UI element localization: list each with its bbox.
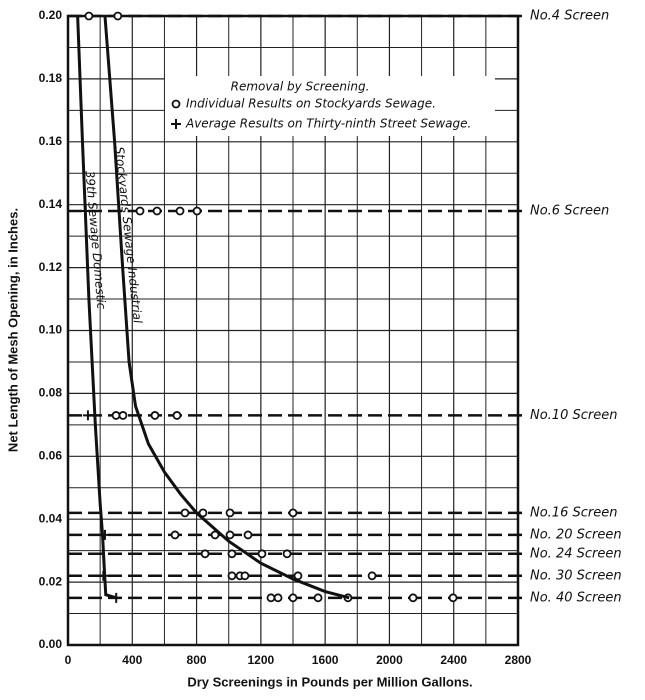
y-tick-label: 0.12 (39, 260, 63, 274)
y-tick-label: 0.16 (39, 134, 63, 148)
screen-label: No.6 Screen (530, 203, 609, 218)
x-tick-label: 2800 (505, 653, 532, 667)
data-point (175, 206, 185, 216)
data-point (227, 549, 237, 559)
data-point (243, 530, 253, 540)
legend-marker (171, 119, 181, 129)
curve (103, 15, 350, 600)
data-point (82, 410, 93, 421)
data-point (282, 549, 292, 559)
y-tick-label: 0.06 (39, 448, 63, 462)
data-point (266, 593, 276, 603)
data-point (152, 206, 162, 216)
legend-marker (171, 99, 181, 109)
data-point (293, 571, 303, 581)
x-axis-title: Dry Screenings in Pounds per Million Gal… (187, 674, 472, 689)
x-tick-label: 800 (187, 653, 207, 667)
data-point (135, 206, 145, 216)
x-tick-label: 400 (122, 653, 142, 667)
screen-label: No. 40 Screen (530, 590, 622, 605)
data-point (257, 549, 267, 559)
legend: Removal by Screening. Individual Results … (165, 76, 495, 136)
screen-label: No. 20 Screen (530, 527, 622, 542)
data-point (192, 206, 202, 216)
screen-label: No.16 Screen (530, 505, 617, 520)
y-tick-label: 0.04 (39, 511, 63, 525)
data-point (448, 593, 458, 603)
legend-entry: Individual Results on Stockyards Sewage. (171, 97, 436, 111)
y-tick-label: 0.20 (39, 8, 63, 22)
data-point (180, 508, 190, 518)
data-point (210, 530, 220, 540)
data-point (225, 530, 235, 540)
legend-label: Average Results on Thirty-ninth Street S… (185, 117, 471, 131)
curve-label: Stockyards Sewage Industrial (112, 146, 145, 325)
data-point (227, 571, 237, 581)
screen-label: No. 24 Screen (530, 546, 622, 561)
y-tick-label: 0.18 (39, 71, 63, 85)
data-point (113, 11, 123, 21)
y-tick-label: 0.14 (39, 197, 63, 211)
data-point (200, 549, 210, 559)
data-point (240, 571, 250, 581)
data-point (170, 530, 180, 540)
data-point (408, 593, 418, 603)
data-point (111, 411, 121, 420)
legend-label: Individual Results on Stockyards Sewage. (186, 97, 436, 111)
data-point (118, 411, 128, 420)
y-tick-label: 0.10 (39, 323, 63, 337)
data-point (288, 508, 298, 518)
data-point (313, 593, 323, 603)
screen-label: No. 30 Screen (530, 568, 622, 583)
curve (76, 15, 117, 600)
data-point (172, 411, 182, 420)
x-tick-label: 2400 (440, 653, 467, 667)
data-point (225, 508, 235, 518)
data-point (273, 593, 283, 603)
y-axis-title: Net Length of Mesh Opening, in Inches. (5, 208, 20, 452)
data-point (288, 593, 298, 603)
data-point (367, 571, 377, 581)
legend-title: Removal by Screening. (231, 80, 370, 94)
y-tick-label: 0.08 (39, 386, 63, 400)
y-tick-label: 0.02 (39, 574, 63, 588)
screen-label: No.10 Screen (530, 408, 617, 423)
legend-entry: Average Results on Thirty-ninth Street S… (171, 117, 471, 131)
data-point (84, 11, 94, 21)
x-tick-label: 0 (65, 653, 72, 667)
y-tick-label: 0.00 (39, 637, 63, 651)
x-tick-label: 2000 (376, 653, 403, 667)
data-point (150, 411, 160, 420)
x-tick-label: 1600 (312, 653, 339, 667)
data-point (198, 508, 208, 518)
x-tick-label: 1200 (248, 653, 275, 667)
legend-box (165, 76, 495, 136)
screen-label: No.4 Screen (530, 9, 609, 24)
